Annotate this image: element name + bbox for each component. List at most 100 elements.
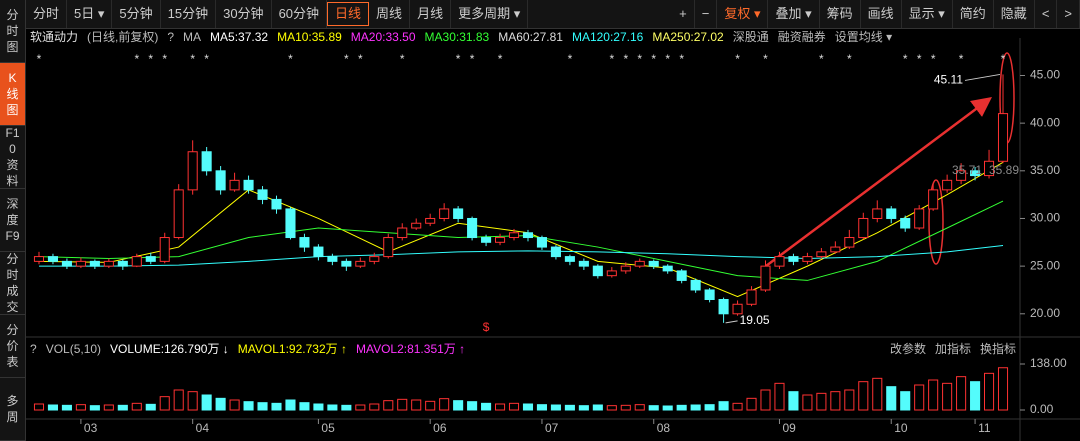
toolbar-button[interactable]: 30分钟 <box>216 0 272 28</box>
toolbar-button[interactable]: + <box>672 0 695 28</box>
indicator-button[interactable]: 改参数 <box>890 341 926 356</box>
info-label: MA20:33.50 <box>351 30 416 44</box>
event-mark: * <box>204 52 209 66</box>
volume-bar <box>117 404 128 411</box>
toolbar-button[interactable]: 复权 ▾ <box>717 0 769 28</box>
info-label: 融资融券 <box>778 29 826 44</box>
volume-bar <box>886 386 897 411</box>
toolbar-button[interactable]: 更多周期 ▾ <box>451 0 529 28</box>
volume-bar <box>858 381 869 411</box>
sidebar-tab[interactable]: 分价表 <box>0 315 25 378</box>
volume-bar <box>676 404 687 411</box>
sidebar-tab[interactable]: K线图 <box>0 63 25 126</box>
toolbar-button[interactable]: 隐藏 <box>994 0 1035 28</box>
volume-bar <box>271 402 282 411</box>
indicator-button[interactable]: 换指标 <box>980 341 1016 356</box>
candle-body <box>495 237 506 243</box>
info-label: VOLUME:126.790万 ↓ <box>110 342 229 356</box>
candle-body <box>886 208 897 219</box>
toolbar-button[interactable]: 15分钟 <box>161 0 217 28</box>
event-mark: * <box>134 52 139 66</box>
volume-bar <box>900 391 911 411</box>
volume-bar <box>704 404 715 411</box>
toolbar-button[interactable]: < <box>1035 0 1058 28</box>
candle-body <box>704 289 715 300</box>
event-mark: * <box>903 52 908 66</box>
info-label: MA <box>183 30 201 44</box>
event-mark: * <box>763 52 768 66</box>
volume-bar <box>788 391 799 411</box>
candle-body <box>774 256 785 267</box>
toolbar-right: + − 复权 ▾ 叠加 ▾ 筹码 画线 显示 ▾ 简约 隐藏 < > <box>672 0 1080 28</box>
low-label: 19.05 <box>740 313 770 327</box>
candle-body <box>453 208 464 219</box>
event-mark: * <box>609 52 614 66</box>
trend-arrow <box>765 97 993 268</box>
toolbar-button[interactable]: > <box>1057 0 1080 28</box>
candle-body <box>159 237 170 262</box>
event-mark: * <box>400 52 405 66</box>
volume-bar <box>746 397 757 411</box>
candle-body <box>481 237 492 243</box>
candle-body <box>271 198 282 210</box>
candle-body <box>313 246 324 258</box>
candle-body <box>942 179 953 191</box>
x-tick-label: 10 <box>894 421 908 435</box>
toolbar-button[interactable]: − <box>695 0 718 28</box>
event-mark: * <box>679 52 684 66</box>
volume-bar <box>606 405 617 411</box>
y-tick-label: 138.00 <box>1030 356 1067 370</box>
high-pointer <box>964 73 1001 81</box>
toolbar-button[interactable]: 日线 <box>327 2 370 26</box>
toolbar-button[interactable]: 叠加 ▾ <box>768 0 820 28</box>
toolbar-button[interactable]: 60分钟 <box>272 0 328 28</box>
toolbar-button[interactable]: 周线 <box>369 0 411 28</box>
candle-body <box>872 208 883 219</box>
dividend-mark: $ <box>483 320 490 334</box>
candle-body <box>858 217 869 239</box>
volume-bar <box>369 403 380 411</box>
candle-body <box>760 265 771 291</box>
toolbar-button[interactable]: 简约 <box>953 0 994 28</box>
candle-body <box>606 270 617 277</box>
indicator-button[interactable]: 加指标 <box>935 341 971 356</box>
info-label: 深股通 <box>733 30 769 44</box>
volume-bar <box>648 405 659 411</box>
toolbar-button[interactable]: 筹码 <box>820 0 861 28</box>
toolbar-button[interactable]: 5日 ▾ <box>67 0 113 28</box>
sidebar-tab[interactable]: F10资料 <box>0 126 25 189</box>
candle-body <box>229 179 240 191</box>
toolbar-button[interactable]: 分时 <box>26 0 68 28</box>
x-tick-label: 11 <box>978 421 991 435</box>
volume-bar <box>257 402 268 411</box>
event-mark: * <box>819 52 824 66</box>
candle-body <box>900 217 911 229</box>
volume-bar <box>774 382 785 411</box>
volume-bar <box>383 400 394 411</box>
toolbar-left: 分时 5日 ▾ 5分钟 15分钟 30分钟 60分钟 日线 周线 月线 更多周期 ▾ <box>26 0 529 28</box>
volume-bar <box>564 404 575 411</box>
volume-bar <box>173 389 184 411</box>
candle-body <box>508 232 520 239</box>
info-label: MA30:31.83 <box>425 30 490 44</box>
candle-body <box>47 256 58 262</box>
event-mark: * <box>665 52 670 66</box>
candle-body <box>439 208 450 219</box>
volume-bar <box>830 391 841 411</box>
toolbar-button[interactable]: 显示 ▾ <box>902 0 953 28</box>
toolbar-button[interactable]: 5分钟 <box>112 0 161 28</box>
candle-body <box>327 256 338 262</box>
candle-body <box>201 151 212 172</box>
volume-bar <box>397 398 408 411</box>
sidebar-tab[interactable]: 分时成交 <box>0 252 25 315</box>
sidebar: 分时图 K线图 F10资料 深度F9 分时成交 分价表 多周 <box>0 0 26 441</box>
sidebar-tab[interactable]: 分时图 <box>0 0 25 63</box>
candle-body <box>634 260 645 267</box>
volume-bar <box>159 396 170 411</box>
sidebar-tab[interactable]: 多周 <box>0 378 25 441</box>
toolbar-button[interactable]: 月线 <box>410 0 452 28</box>
sidebar-tab[interactable]: 深度F9 <box>0 189 25 252</box>
volume-bar <box>75 404 86 411</box>
toolbar-button[interactable]: 画线 <box>861 0 902 28</box>
volume-bar <box>229 399 240 411</box>
